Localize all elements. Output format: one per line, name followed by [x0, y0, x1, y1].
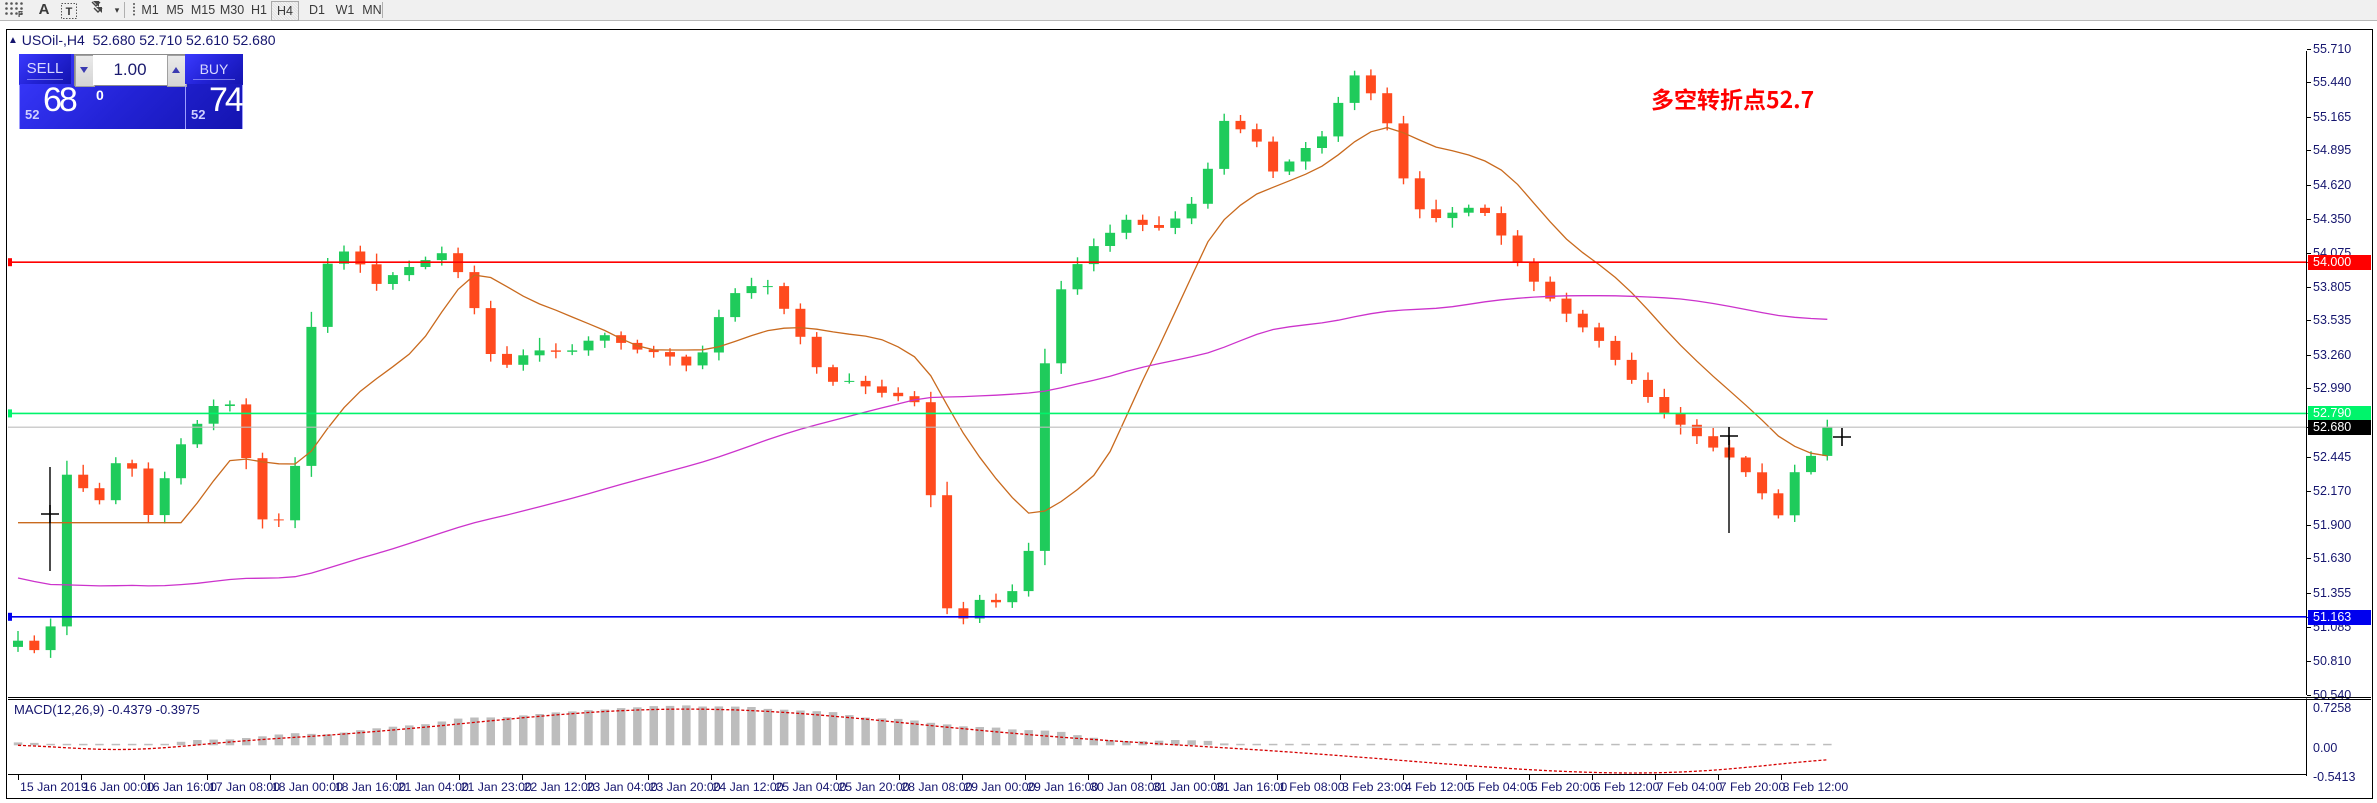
svg-text:T: T	[66, 6, 73, 18]
